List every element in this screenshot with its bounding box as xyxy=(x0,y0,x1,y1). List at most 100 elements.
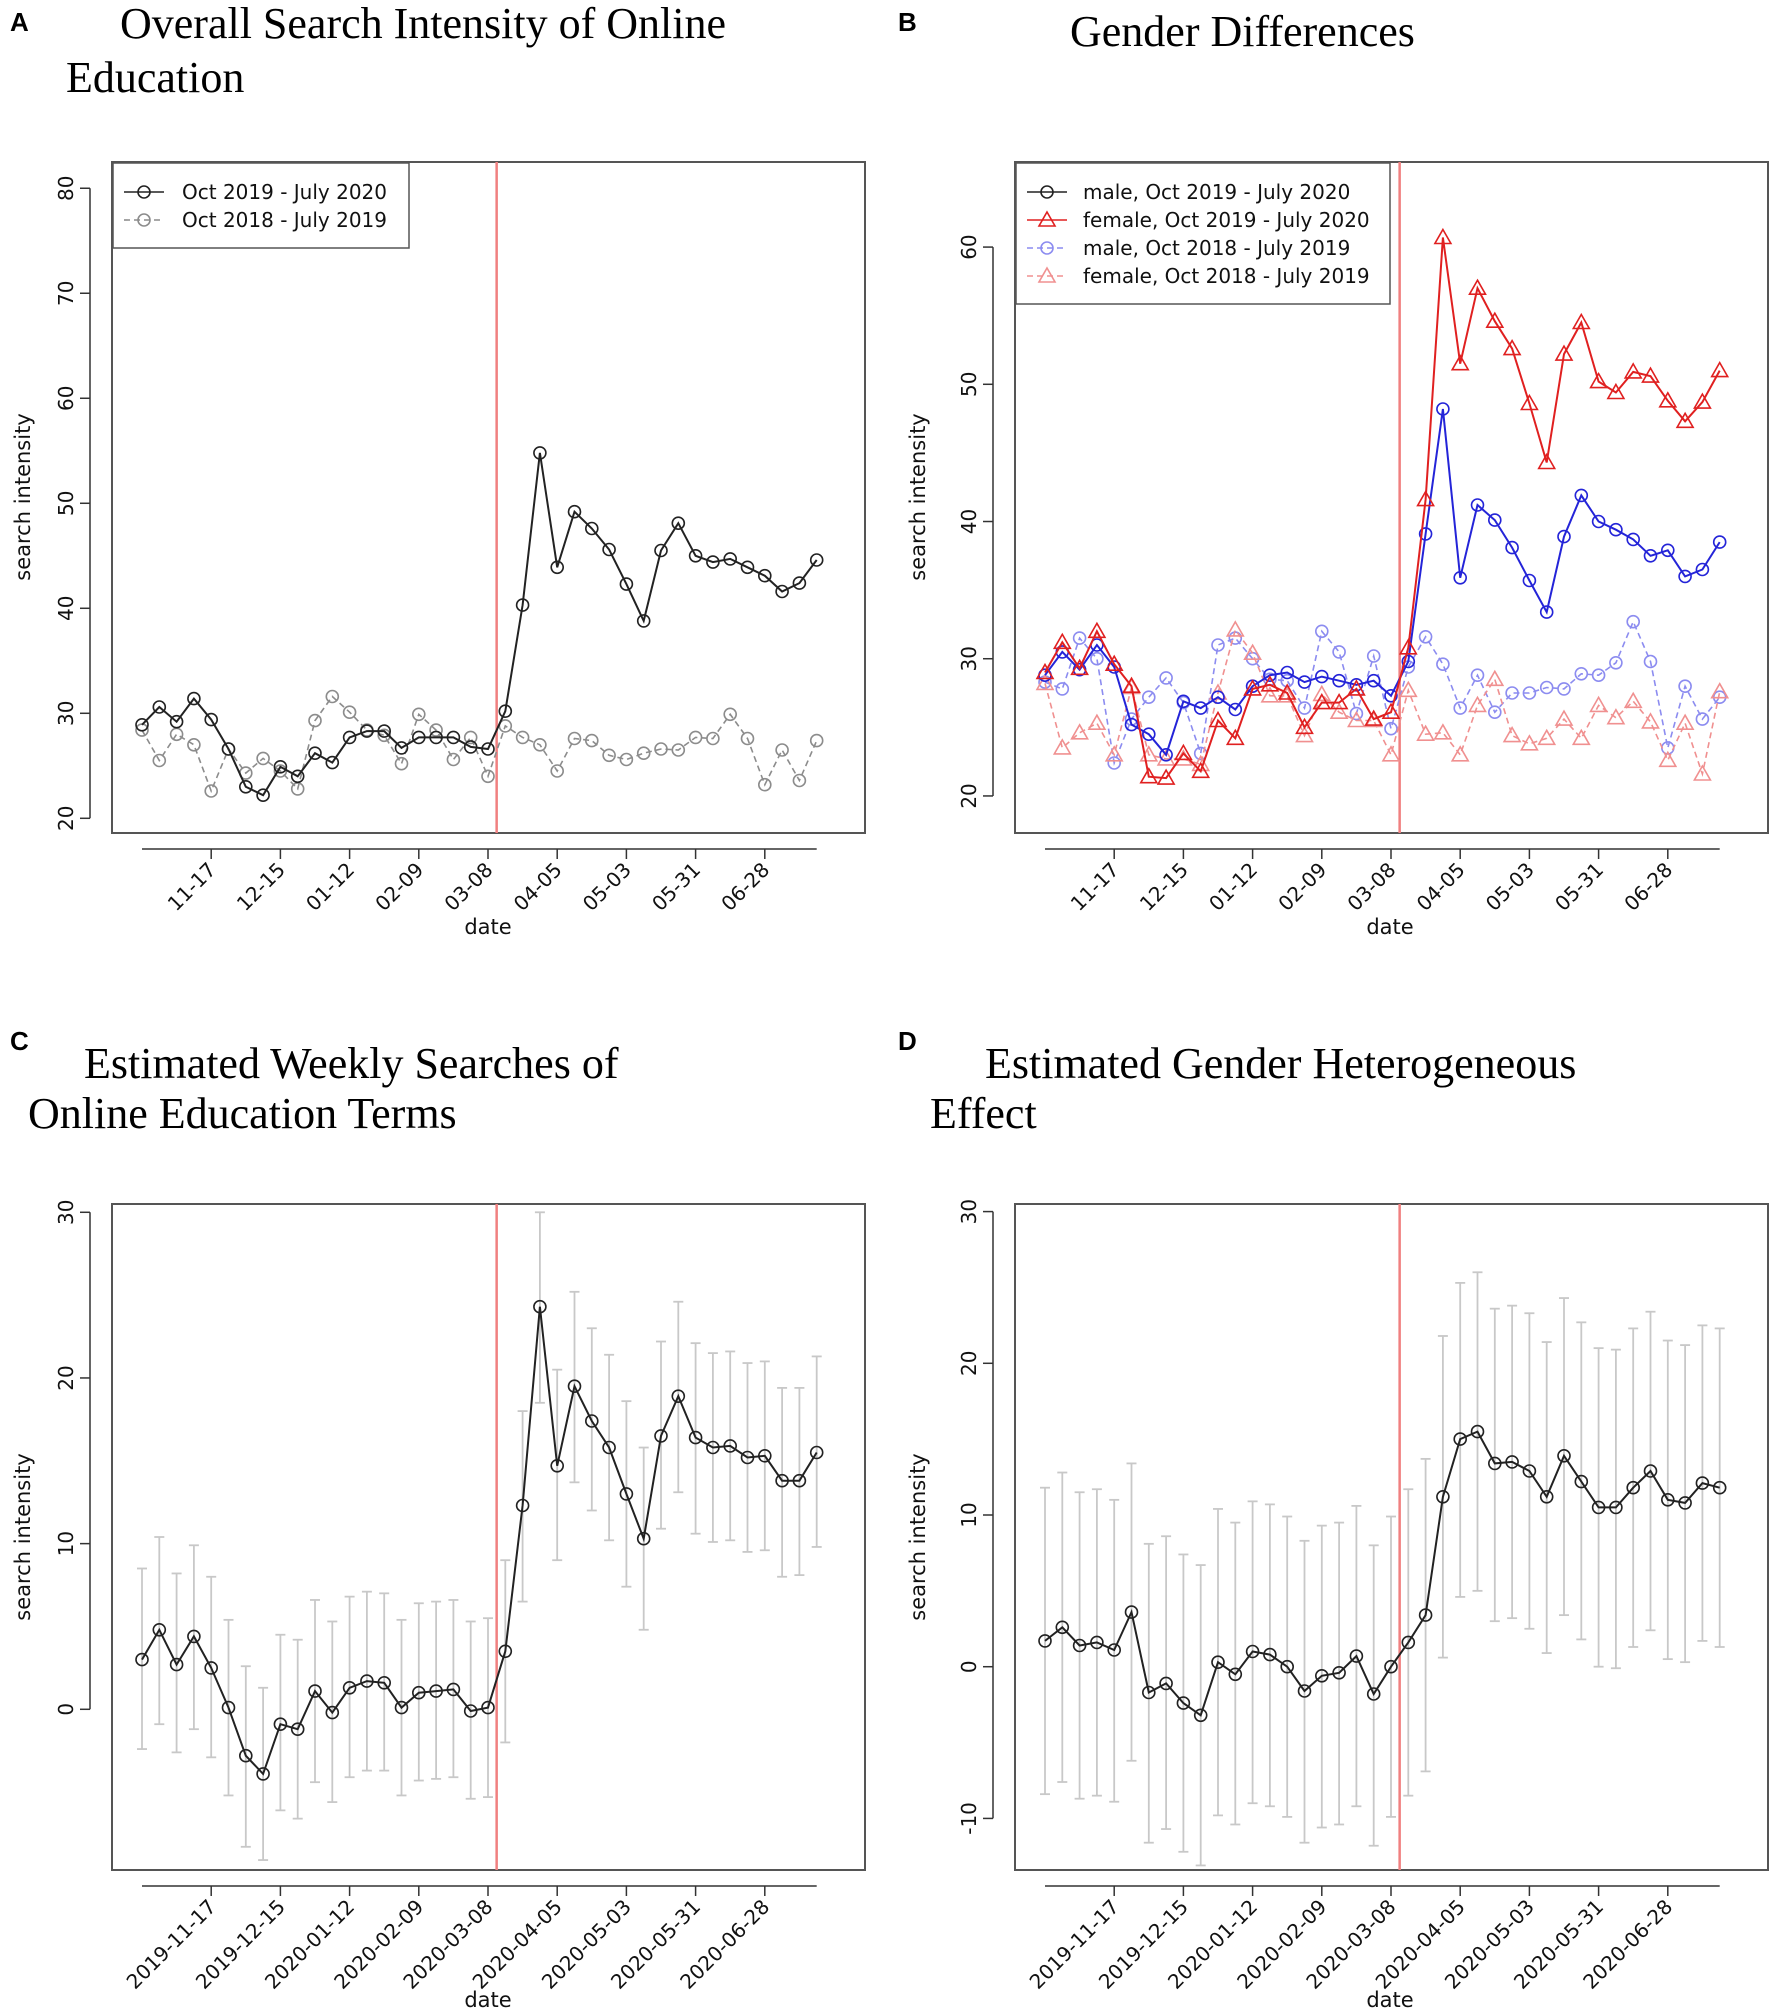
series-point-c-0-19 xyxy=(463,1704,478,1718)
series-line-d-0 xyxy=(1044,1430,1720,1717)
series-point-d-0-18 xyxy=(1349,1649,1364,1663)
series-point-b-0-7 xyxy=(1159,747,1173,762)
series-point-a-0-34 xyxy=(723,552,738,566)
series-point-b-1-22 xyxy=(1416,489,1435,507)
series-point-b-1-33 xyxy=(1606,382,1626,400)
x-tick-label-a-5: 04-05 xyxy=(509,858,567,916)
series-point-a-1-31 xyxy=(671,743,686,757)
series-point-c-0-25 xyxy=(567,1379,582,1393)
series-point-b-0-30 xyxy=(1557,529,1571,544)
panel-d-title-line-2: Effect xyxy=(930,1089,1037,1138)
series-point-b-1-36 xyxy=(1658,391,1678,408)
series-point-a-1-17 xyxy=(429,723,443,737)
x-tick-label-b-3: 02-09 xyxy=(1273,858,1331,916)
panel-letter-b: B xyxy=(898,7,917,37)
series-point-d-0-24 xyxy=(1453,1432,1467,1446)
series-layer-d xyxy=(1038,1424,1727,1723)
series-point-d-0-31 xyxy=(1574,1474,1589,1489)
panel-b: B Gender Differences search intensity da… xyxy=(898,7,1769,939)
series-point-d-0-36 xyxy=(1661,1493,1675,1507)
series-point-a-0-26 xyxy=(584,521,599,536)
series-point-a-1-2 xyxy=(169,727,184,742)
series-point-a-0-22 xyxy=(515,598,530,612)
series-point-b-2-18 xyxy=(1349,706,1364,721)
series-point-c-0-8 xyxy=(273,1717,288,1731)
series-point-a-1-10 xyxy=(308,713,322,728)
series-point-b-3-4 xyxy=(1104,745,1124,762)
series-point-a-0-28 xyxy=(619,577,634,591)
series-point-c-0-4 xyxy=(204,1661,218,1675)
series-point-a-0-4 xyxy=(204,712,218,727)
series-point-b-0-38 xyxy=(1695,562,1710,577)
series-point-b-1-12 xyxy=(1243,679,1262,696)
series-point-b-1-16 xyxy=(1312,692,1332,710)
series-point-b-2-28 xyxy=(1522,686,1537,700)
series-point-a-1-39 xyxy=(809,733,824,748)
series-point-b-2-26 xyxy=(1488,705,1502,720)
series-point-b-2-1 xyxy=(1055,682,1070,696)
series-layer-b xyxy=(1035,227,1730,785)
series-point-c-0-39 xyxy=(809,1445,824,1460)
series-point-d-0-21 xyxy=(1401,1635,1416,1650)
series-point-c-0-27 xyxy=(602,1440,616,1455)
y-ticks-b: 20 30 40 50 60 xyxy=(957,234,994,809)
series-point-a-1-30 xyxy=(654,742,668,756)
series-point-a-1-23 xyxy=(533,737,547,752)
series-point-a-1-12 xyxy=(342,705,357,720)
x-tick-label-a-3: 02-09 xyxy=(370,858,428,916)
series-point-b-3-28 xyxy=(1520,734,1539,751)
legend-box-b xyxy=(1015,162,1391,305)
series-point-d-0-2 xyxy=(1072,1638,1087,1653)
series-point-b-2-6 xyxy=(1142,690,1156,705)
series-point-a-1-15 xyxy=(394,756,409,771)
series-point-b-1-32 xyxy=(1589,371,1608,389)
series-point-a-1-35 xyxy=(740,731,755,746)
series-point-b-0-24 xyxy=(1453,570,1467,585)
legend-b-label-3: male, Oct 2018 - July 2019 xyxy=(1083,236,1350,260)
series-point-c-0-29 xyxy=(636,1531,651,1546)
series-point-a-1-38 xyxy=(792,773,807,788)
series-point-c-0-36 xyxy=(757,1449,772,1463)
series-point-b-0-25 xyxy=(1470,498,1485,512)
series-point-a-0-29 xyxy=(636,614,651,628)
y-tick-label-c-0: 0 xyxy=(54,1703,78,1716)
series-point-d-0-1 xyxy=(1055,1620,1070,1635)
series-point-b-0-8 xyxy=(1176,694,1191,709)
series-point-c-0-1 xyxy=(152,1623,167,1637)
series-point-a-0-17 xyxy=(429,730,443,745)
series-point-d-0-32 xyxy=(1591,1500,1606,1515)
series-point-b-0-34 xyxy=(1626,532,1640,547)
series-point-a-1-28 xyxy=(619,752,634,767)
series-point-d-0-30 xyxy=(1557,1449,1571,1463)
series-point-b-0-11 xyxy=(1228,702,1243,717)
legend-b-marker-3 xyxy=(1040,241,1054,255)
series-point-b-1-6 xyxy=(1139,767,1159,784)
series-point-c-0-13 xyxy=(360,1674,374,1688)
legend-a-label-2: Oct 2018 - July 2019 xyxy=(182,208,387,232)
panel-c: C Estimated Weekly Searches of Online Ed… xyxy=(10,1026,866,2012)
series-layer-a xyxy=(135,446,824,803)
series-point-d-0-12 xyxy=(1245,1644,1260,1659)
series-point-b-2-38 xyxy=(1695,712,1710,726)
x-ticks-b: 11-17 12-15 01-12 02-09 03-08 04-05 05-03 05-31… xyxy=(1045,848,1720,916)
plot-frame-d xyxy=(1014,1203,1769,1871)
series-point-b-3-1 xyxy=(1052,738,1072,755)
series-point-b-2-32 xyxy=(1591,668,1606,683)
series-point-c-0-0 xyxy=(135,1652,149,1667)
series-point-c-0-22 xyxy=(515,1498,530,1513)
series-point-a-0-10 xyxy=(308,746,322,761)
panel-letter-c: C xyxy=(10,1026,29,1056)
series-point-a-1-14 xyxy=(377,728,392,743)
y-tick-label-b-1: 30 xyxy=(957,646,981,671)
series-point-d-0-7 xyxy=(1159,1676,1173,1691)
series-point-b-3-2 xyxy=(1070,723,1089,740)
series-point-b-1-5 xyxy=(1122,676,1141,694)
x-ticks-c: 2019-11-172019-12-152020-01-122020-02-09… xyxy=(122,1885,817,1994)
series-point-b-0-27 xyxy=(1505,540,1519,555)
series-point-d-0-23 xyxy=(1436,1490,1450,1504)
series-point-b-0-29 xyxy=(1539,605,1554,619)
series-point-b-0-39 xyxy=(1712,535,1727,549)
series-point-a-0-13 xyxy=(360,724,374,738)
series-point-d-0-10 xyxy=(1211,1655,1225,1669)
